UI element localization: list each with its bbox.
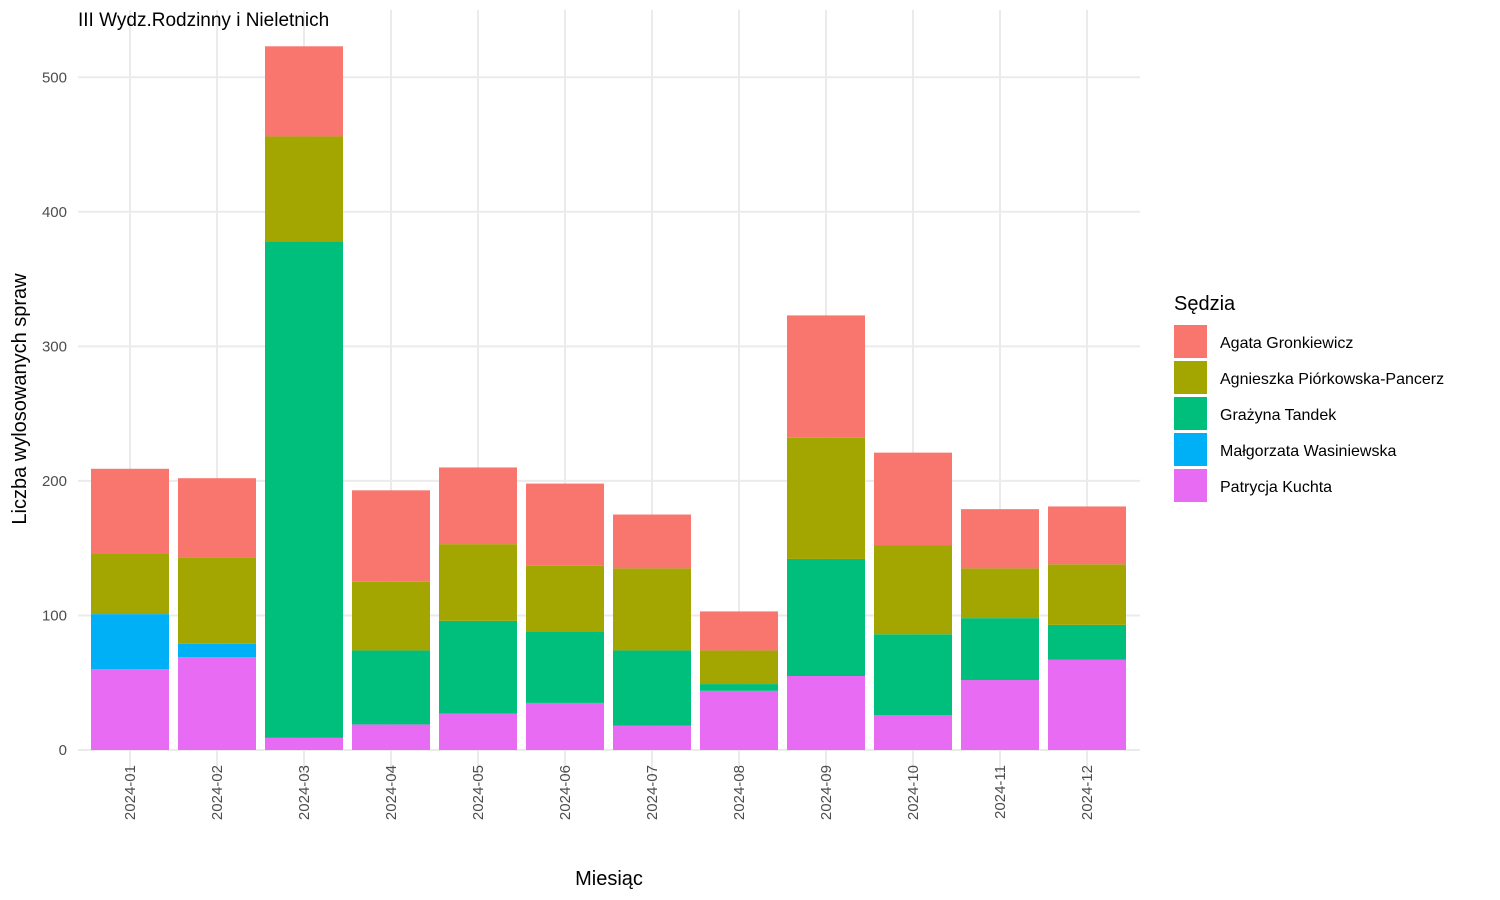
bar-segment xyxy=(961,509,1039,569)
y-tick-label: 400 xyxy=(42,204,67,221)
bar-segment xyxy=(526,483,604,566)
bar-segment xyxy=(439,544,517,621)
bar-segment xyxy=(265,241,343,738)
y-tick-label: 500 xyxy=(42,69,67,86)
bar-segment xyxy=(178,643,256,658)
bar-segment xyxy=(874,715,952,750)
y-tick-label: 300 xyxy=(42,338,67,355)
bar-segment xyxy=(439,620,517,714)
bar-segment xyxy=(961,680,1039,750)
bar-segment xyxy=(265,136,343,242)
legend-key xyxy=(1174,397,1207,430)
bar-segment xyxy=(265,46,343,137)
x-axis-ticks: 2024-01 2024-02 2024-03 2024-04 2024-05 2024-… xyxy=(122,765,1096,820)
bar-segment xyxy=(700,684,778,691)
bar-segment xyxy=(874,545,952,635)
x-tick-label: 2024-04 xyxy=(383,765,400,820)
legend-key xyxy=(1174,325,1207,358)
x-tick-label: 2024-05 xyxy=(470,765,487,820)
bar-segment xyxy=(700,650,778,685)
x-tick-label: 2024-08 xyxy=(731,765,748,820)
bar-segment xyxy=(91,614,169,670)
bar-segment xyxy=(352,724,430,750)
bar-segment xyxy=(700,611,778,651)
y-tick-label: 100 xyxy=(42,607,67,624)
bar-segment xyxy=(526,702,604,750)
bar-segment xyxy=(961,618,1039,681)
x-tick-label: 2024-11 xyxy=(992,765,1009,819)
bar-segment xyxy=(178,478,256,558)
x-tick-label: 2024-10 xyxy=(905,765,922,820)
bar-segment xyxy=(178,557,256,644)
legend-key xyxy=(1174,361,1207,394)
bars xyxy=(91,46,1126,750)
bar-segment xyxy=(1048,659,1126,750)
legend-label: Grażyna Tandek xyxy=(1220,407,1337,424)
x-axis-title: Miesiąc xyxy=(575,868,643,890)
chart-title: III Wydz.Rodzinny i Nieletnich xyxy=(78,10,329,31)
bar-segment xyxy=(1048,624,1126,660)
x-tick-label: 2024-01 xyxy=(122,765,139,820)
bar-segment xyxy=(787,558,865,676)
legend-title: Sędzia xyxy=(1174,293,1236,315)
bar-segment xyxy=(613,568,691,651)
bar-segment xyxy=(787,675,865,750)
bar-segment xyxy=(178,657,256,750)
y-tick-label: 0 xyxy=(59,742,67,759)
bar-segment xyxy=(91,553,169,615)
bar-segment xyxy=(874,452,952,546)
x-tick-label: 2024-06 xyxy=(557,765,574,820)
x-tick-label: 2024-07 xyxy=(644,765,661,820)
legend-items: Agata Gronkiewicz Agnieszka Piórkowska-Pa… xyxy=(1174,325,1444,502)
bar-segment xyxy=(613,650,691,726)
legend-key xyxy=(1174,469,1207,502)
x-tick-label: 2024-02 xyxy=(209,765,226,820)
bar-segment xyxy=(91,669,169,750)
y-tick-label: 200 xyxy=(42,473,67,490)
x-tick-label: 2024-09 xyxy=(818,765,835,820)
bar-segment xyxy=(961,568,1039,619)
bar-segment xyxy=(613,725,691,750)
legend-label: Agnieszka Piórkowska-Pancerz xyxy=(1220,371,1444,388)
bar-segment xyxy=(1048,506,1126,565)
bar-segment xyxy=(526,631,604,703)
x-tick-label: 2024-03 xyxy=(296,765,313,820)
legend-label: Małgorzata Wasiniewska xyxy=(1220,443,1396,460)
bar-segment xyxy=(352,490,430,582)
bar-segment xyxy=(787,315,865,438)
bar-segment xyxy=(613,514,691,569)
y-axis-title: Liczba wylosowanych spraw xyxy=(9,273,31,525)
legend: Sędzia Agata Gronkiewicz Agnieszka Piórko… xyxy=(1174,293,1444,502)
bar-segment xyxy=(787,437,865,559)
legend-label: Patrycja Kuchta xyxy=(1220,479,1332,496)
legend-label: Agata Gronkiewicz xyxy=(1220,335,1353,352)
bar-segment xyxy=(1048,564,1126,625)
y-axis-ticks: 0 100 200 300 400 500 xyxy=(42,69,67,759)
bar-segment xyxy=(700,690,778,750)
bar-segment xyxy=(352,581,430,651)
bar-segment xyxy=(874,634,952,716)
x-tick-label: 2024-12 xyxy=(1079,765,1096,820)
bar-segment xyxy=(439,467,517,545)
bar-segment xyxy=(526,565,604,632)
legend-key xyxy=(1174,433,1207,466)
bar-segment xyxy=(265,737,343,750)
bar-segment xyxy=(439,713,517,750)
bar-segment xyxy=(91,468,169,554)
bar-segment xyxy=(352,650,430,725)
